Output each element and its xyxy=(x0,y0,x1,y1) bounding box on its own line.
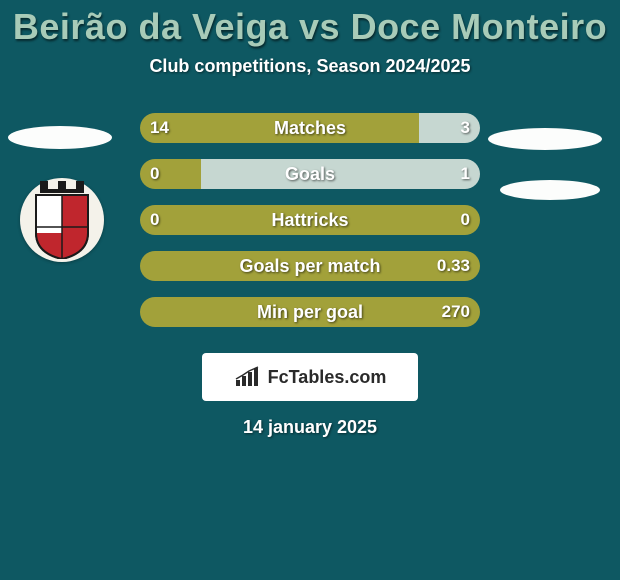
bar-track xyxy=(140,297,480,327)
stat-right-value: 3 xyxy=(461,113,470,143)
bar-track xyxy=(140,205,480,235)
bar-track xyxy=(140,251,480,281)
bar-left xyxy=(140,251,480,281)
stat-row: Goals01 xyxy=(0,159,620,189)
stat-row: Hattricks00 xyxy=(0,205,620,235)
stat-left-value: 0 xyxy=(150,205,159,235)
bar-left xyxy=(140,205,480,235)
bar-left xyxy=(140,297,480,327)
stat-right-value: 0 xyxy=(461,205,470,235)
stat-row: Min per goal270 xyxy=(0,297,620,327)
stat-right-value: 1 xyxy=(461,159,470,189)
stat-left-value: 0 xyxy=(150,159,159,189)
subtitle: Club competitions, Season 2024/2025 xyxy=(149,56,470,77)
date-text: 14 january 2025 xyxy=(243,417,377,438)
brand-box: FcTables.com xyxy=(202,353,418,401)
bar-right xyxy=(201,159,480,189)
stat-right-value: 0.33 xyxy=(437,251,470,281)
bars-icon xyxy=(234,366,262,388)
bar-left xyxy=(140,113,419,143)
stat-left-value: 14 xyxy=(150,113,169,143)
stats-container: Matches143Goals01Hattricks00Goals per ma… xyxy=(0,113,620,343)
stat-row: Matches143 xyxy=(0,113,620,143)
page-title: Beirão da Veiga vs Doce Monteiro xyxy=(13,6,607,48)
bar-right xyxy=(419,113,480,143)
bar-track xyxy=(140,113,480,143)
brand-text: FcTables.com xyxy=(268,367,387,388)
stat-row: Goals per match0.33 xyxy=(0,251,620,281)
stat-right-value: 270 xyxy=(442,297,470,327)
bar-track xyxy=(140,159,480,189)
